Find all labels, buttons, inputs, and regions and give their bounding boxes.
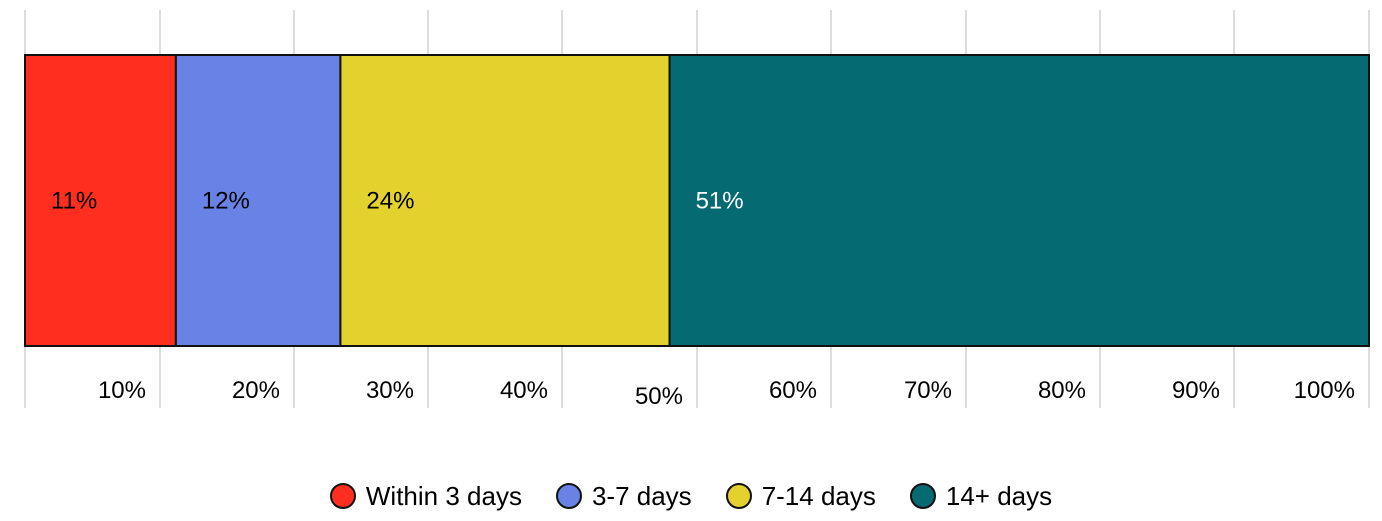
x-tick-label: 20% xyxy=(232,377,280,404)
x-tick-label: 80% xyxy=(1038,377,1086,404)
data-label: 24% xyxy=(366,188,414,215)
data-label: 12% xyxy=(202,188,250,215)
legend-label: Within 3 days xyxy=(365,480,522,511)
legend-item: 7-14 days xyxy=(725,480,876,512)
x-tick-label: 10% xyxy=(98,377,146,404)
legend-label: 3-7 days xyxy=(591,480,692,511)
x-tick-label: 70% xyxy=(904,377,952,404)
bar-segment xyxy=(174,54,342,347)
legend: Within 3 days 3-7 days 7-14 days 14+ days xyxy=(0,476,1382,516)
legend-item: 3-7 days xyxy=(555,480,692,512)
bar-segment xyxy=(24,54,177,347)
legend-swatch xyxy=(725,483,752,509)
x-tick-label: 90% xyxy=(1172,377,1220,404)
x-tick-label: 30% xyxy=(366,377,414,404)
legend-label: 7-14 days xyxy=(761,480,876,511)
data-label: 11% xyxy=(51,188,97,215)
legend-swatch xyxy=(329,483,356,509)
data-label: 51% xyxy=(696,188,744,215)
legend-item: Within 3 days xyxy=(329,480,522,512)
legend-label: 14+ days xyxy=(945,480,1053,511)
x-tick-label: 40% xyxy=(500,377,548,404)
bar-segment xyxy=(339,54,671,347)
stacked-bar-chart: 11% 12% 24% 51% 10% 20% 30% 40% 50% 60% 70% 80% 90% 1… xyxy=(24,10,1370,410)
bar-segment xyxy=(668,54,1370,347)
legend-swatch xyxy=(909,483,936,509)
x-tick-label: 50% xyxy=(635,383,683,410)
x-tick-label: 100% xyxy=(1294,377,1355,404)
x-tick-label: 60% xyxy=(769,377,817,404)
legend-swatch xyxy=(555,483,582,509)
legend-item: 14+ days xyxy=(909,480,1053,512)
